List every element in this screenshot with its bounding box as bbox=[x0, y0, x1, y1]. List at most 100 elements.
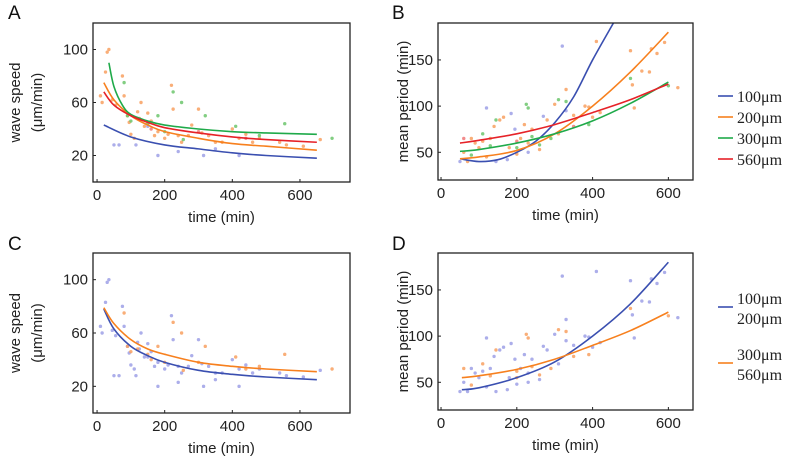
data-point-300um bbox=[129, 119, 133, 123]
x-tick-label: 0 bbox=[437, 415, 445, 432]
fit-line-100um bbox=[459, 23, 615, 163]
fit-line-560um bbox=[103, 91, 317, 144]
data-point-200um bbox=[318, 137, 322, 142]
data-point-100um bbox=[515, 382, 519, 386]
data-point-200um bbox=[196, 107, 201, 111]
data-point-200um bbox=[640, 69, 644, 73]
data-point-100um bbox=[230, 357, 235, 362]
y-axis-label: mean period (min) bbox=[395, 41, 412, 163]
data-point-100um bbox=[176, 380, 180, 385]
y-axis-label: (μm/min) bbox=[29, 303, 46, 362]
y-axis-label: wave speed bbox=[7, 62, 24, 143]
panel-c: C 0 200 400 600 20 60 100 time (min) wave speed (μ… bbox=[7, 234, 351, 457]
legend-label: 100μm bbox=[737, 291, 783, 308]
data-point-300um bbox=[515, 145, 519, 150]
data-point-200um bbox=[553, 102, 557, 106]
plot-area bbox=[98, 47, 334, 159]
data-point-200um bbox=[655, 51, 659, 56]
data-point-100um bbox=[507, 375, 511, 380]
x-tick-label: 0 bbox=[437, 185, 445, 202]
data-point-100um bbox=[156, 360, 160, 365]
legend: 100μm 200μm 300μm 560μm bbox=[718, 291, 783, 384]
plot-area bbox=[458, 261, 680, 394]
data-point-100um bbox=[169, 313, 174, 318]
x-tick-label: 200 bbox=[152, 187, 177, 204]
data-point-100um bbox=[513, 357, 517, 361]
data-point-200um bbox=[156, 344, 160, 349]
data-point-100um bbox=[146, 341, 150, 346]
data-point-100um bbox=[237, 367, 241, 371]
data-point-200um bbox=[518, 136, 523, 141]
data-point-200um bbox=[179, 140, 184, 144]
data-point-100um bbox=[132, 367, 136, 371]
data-point-100um bbox=[120, 304, 125, 309]
panel-letter: B bbox=[392, 3, 405, 24]
data-point-100um bbox=[501, 345, 506, 349]
data-point-100um bbox=[509, 111, 513, 116]
fit-line-560um bbox=[459, 83, 669, 144]
data-point-100um bbox=[522, 352, 527, 357]
panel-letter: C bbox=[8, 234, 22, 255]
legend-label: 200μm bbox=[737, 311, 783, 328]
data-point-300um bbox=[537, 143, 542, 147]
data-point-100um bbox=[526, 380, 530, 384]
data-point-200um bbox=[564, 87, 568, 92]
data-point-300um bbox=[526, 106, 530, 110]
legend-label: 100μm bbox=[737, 89, 783, 106]
panel-b: B 0 200 400 600 50 100 150 time (min) mean period… bbox=[392, 3, 783, 224]
data-point-100um bbox=[505, 157, 510, 162]
data-point-200um bbox=[120, 74, 125, 78]
data-point-200um bbox=[100, 100, 104, 105]
data-point-200um bbox=[129, 349, 133, 354]
data-point-200um bbox=[628, 306, 633, 311]
data-point-200um bbox=[277, 140, 282, 144]
data-point-200um bbox=[524, 332, 528, 336]
fit-line-100um bbox=[461, 261, 669, 391]
x-tick-label: 400 bbox=[220, 418, 245, 435]
data-point-100um bbox=[152, 364, 157, 369]
data-point-100um bbox=[594, 269, 599, 274]
data-point-200um bbox=[469, 136, 474, 141]
data-point-100um bbox=[110, 328, 114, 333]
data-point-200um bbox=[283, 352, 287, 357]
data-point-100um bbox=[647, 300, 652, 304]
data-point-100um bbox=[505, 387, 510, 392]
data-point-300um bbox=[549, 136, 553, 141]
data-point-100um bbox=[530, 357, 534, 361]
data-point-300um bbox=[122, 80, 126, 85]
data-point-100um bbox=[473, 371, 477, 375]
data-point-100um bbox=[537, 377, 542, 382]
data-point-200um bbox=[587, 352, 591, 357]
plot-frame bbox=[437, 252, 694, 411]
data-point-100um bbox=[541, 114, 546, 118]
data-point-200um bbox=[647, 70, 652, 74]
legend-label: 300μm bbox=[737, 347, 783, 364]
legend-label: 300μm bbox=[737, 131, 783, 148]
data-point-200um bbox=[564, 329, 568, 334]
legend-label: 560μm bbox=[737, 367, 783, 384]
data-point-100um bbox=[560, 274, 564, 278]
data-point-200um bbox=[598, 110, 602, 115]
data-point-100um bbox=[134, 373, 138, 378]
fit-line-100um bbox=[103, 124, 317, 159]
data-point-300um bbox=[234, 124, 238, 129]
data-point-100um bbox=[509, 341, 513, 346]
data-point-100um bbox=[134, 143, 138, 147]
data-point-200um bbox=[662, 40, 667, 45]
legend-label: 200μm bbox=[737, 110, 783, 127]
x-tick-label: 400 bbox=[220, 187, 245, 204]
data-point-100um bbox=[112, 143, 116, 147]
data-point-100um bbox=[213, 377, 218, 382]
panel-d: D 0 200 400 600 50 100 150 time (min) mean period… bbox=[392, 234, 783, 454]
data-point-100um bbox=[244, 363, 248, 367]
data-point-200um bbox=[556, 327, 561, 332]
data-point-100um bbox=[250, 371, 255, 375]
data-point-200um bbox=[481, 362, 485, 366]
data-point-200um bbox=[477, 145, 481, 150]
data-point-200um bbox=[666, 314, 671, 318]
data-point-300um bbox=[156, 114, 160, 118]
data-point-100um bbox=[556, 362, 561, 366]
data-point-100um bbox=[277, 371, 282, 375]
data-point-100um bbox=[488, 366, 492, 371]
